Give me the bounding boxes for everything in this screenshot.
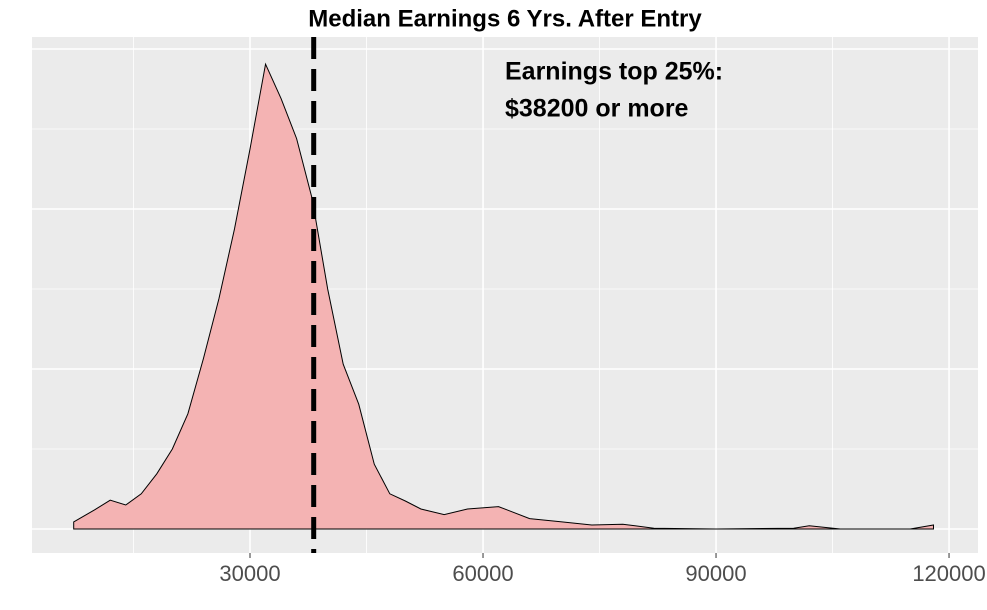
x-tick-label: 120000 [912,561,985,586]
annotation: $38200 or more [505,95,689,123]
density-area [73,62,934,530]
annotation: Earnings top 25%: [505,58,723,86]
chart-title: Median Earnings 6 Yrs. After Entry [308,5,702,32]
x-tick-label: 90000 [685,561,746,586]
x-tick-label: 30000 [219,561,280,586]
x-tick-label: 60000 [452,561,513,586]
